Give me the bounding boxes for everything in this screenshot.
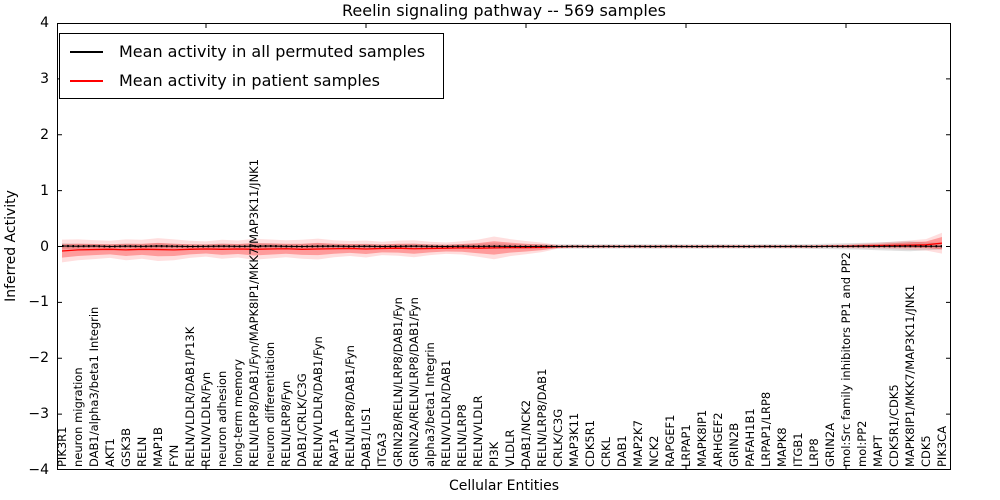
x-category-label: MAP2K7 — [630, 420, 645, 467]
x-category-label: DAB1/LIS1 — [358, 406, 373, 467]
y-tick-label: 1 — [40, 182, 49, 199]
x-category-label: RELN/LRP8/DAB1 — [534, 368, 549, 467]
x-category-label: DAB1/alpha3/beta1 Integrin — [86, 306, 101, 467]
x-category-label: DAB1 — [614, 435, 629, 467]
x-category-label: RELN/VLDLR/DAB1 — [438, 359, 453, 467]
x-category-label: PIK3R1 — [54, 426, 69, 468]
x-category-label: MAPT — [870, 435, 885, 467]
x-category-label: FYN — [166, 444, 181, 467]
x-category-label: long-term memory — [230, 359, 245, 467]
x-category-label: NCK2 — [646, 435, 661, 468]
x-category-label: MAP1B — [150, 427, 165, 467]
x-category-label: ARHGEF2 — [710, 412, 725, 467]
x-category-label: RELN/VLDLR/DAB1/Fyn — [310, 336, 325, 467]
x-category-label: mol:PP2 — [854, 420, 869, 468]
x-category-label: RAPGEF1 — [662, 414, 677, 467]
y-tick-label: 0 — [40, 238, 49, 255]
legend-label-permuted: Mean activity in all permuted samples — [119, 42, 426, 61]
plot-area — [57, 23, 951, 470]
x-category-label: CDK5R1/CDK5 — [886, 384, 901, 467]
x-category-label: CDK5 — [918, 435, 933, 467]
y-tick-label: −3 — [28, 406, 49, 423]
x-category-label: GRIN2A/RELN/LRP8/DAB1/Fyn — [406, 297, 421, 467]
x-category-label: PI3K — [486, 441, 501, 467]
permuted-mean-markers — [61, 244, 943, 248]
x-category-label: neuron differentiation — [262, 341, 277, 467]
x-category-label: LRPAP1 — [678, 424, 693, 467]
black-line-icon — [70, 50, 103, 53]
x-category-label: CDK5R1 — [582, 419, 597, 467]
x-category-label: MAPK8 — [774, 427, 789, 467]
legend: Mean activity in all permuted samples Me… — [59, 33, 445, 99]
x-category-label: MAPK8IP1/MKK7/MAP3K11/JNK1 — [902, 284, 917, 467]
x-category-label: neuron migration — [70, 367, 85, 467]
legend-label-patient: Mean activity in patient samples — [119, 71, 380, 90]
x-category-label: CRKL — [598, 437, 613, 467]
x-category-label: GRIN2B — [726, 422, 741, 467]
x-category-label: GRIN2B/RELN/LRP8/DAB1/Fyn — [390, 297, 405, 467]
x-category-label: RAP1A — [326, 429, 341, 467]
x-category-label: LRP8 — [806, 438, 821, 467]
y-tick-label: −2 — [28, 350, 49, 367]
x-category-label: MAP3K11 — [566, 412, 581, 467]
x-category-label: RELN/VLDLR — [470, 395, 485, 467]
x-category-label: GSK3B — [118, 428, 133, 467]
x-axis-label: Cellular Entities — [448, 478, 560, 494]
x-category-label: GRIN2A — [822, 422, 837, 467]
y-tick-label: −4 — [28, 462, 49, 478]
x-category-label: RELN/LRP8 — [454, 404, 469, 467]
x-category-label: RELN/VLDLR/Fyn — [198, 371, 213, 467]
x-category-label: MAPK8IP1 — [694, 409, 709, 467]
legend-entry-patient: Mean activity in patient samples — [70, 68, 431, 93]
y-tick-label: 3 — [40, 70, 49, 87]
legend-entry-permuted: Mean activity in all permuted samples — [70, 39, 431, 64]
x-category-label: DAB1/NCK2 — [518, 399, 533, 467]
y-tick-label: 2 — [40, 126, 49, 143]
x-category-label: RELN — [134, 436, 149, 467]
y-tick-label: 4 — [40, 15, 49, 31]
x-category-label: LRPAP1/LRP8 — [758, 391, 773, 467]
x-category-label: AKT1 — [102, 438, 117, 467]
x-category-label: mol:Src family inhibitors PP1 and PP2 — [838, 252, 853, 467]
x-category-label: RELN/VLDLR/DAB1/P13K — [182, 326, 197, 467]
x-category-label: alpha3/beta1 Integrin — [422, 342, 437, 467]
x-category-label: CRLK/C3G — [550, 408, 565, 467]
plot-frame — [57, 23, 951, 470]
x-category-label: DAB1/CRLK/C3G — [294, 373, 309, 467]
x-category-label: ITGB1 — [790, 432, 805, 467]
x-category-label: PIK3CA — [934, 425, 949, 467]
permuted-mean-line — [61, 245, 943, 248]
chart-title: Reelin signaling pathway -- 569 samples — [342, 1, 666, 20]
red-line-icon — [70, 79, 103, 82]
x-category-label: PAFAH1B1 — [742, 408, 757, 467]
x-category-label: ITGA3 — [374, 432, 389, 467]
x-category-label: RELN/LRP8/DAB1/Fyn/MAPK8IP1/MKK7/MAP3K11… — [246, 158, 261, 467]
x-category-label: neuron adhesion — [214, 370, 229, 467]
x-category-label: RELN/LRP8/Fyn — [278, 380, 293, 467]
x-category-label: VLDLR — [502, 429, 517, 467]
y-tick-label: −1 — [28, 294, 49, 311]
x-category-label: RELN/LRP8/DAB1/Fyn — [342, 345, 357, 467]
